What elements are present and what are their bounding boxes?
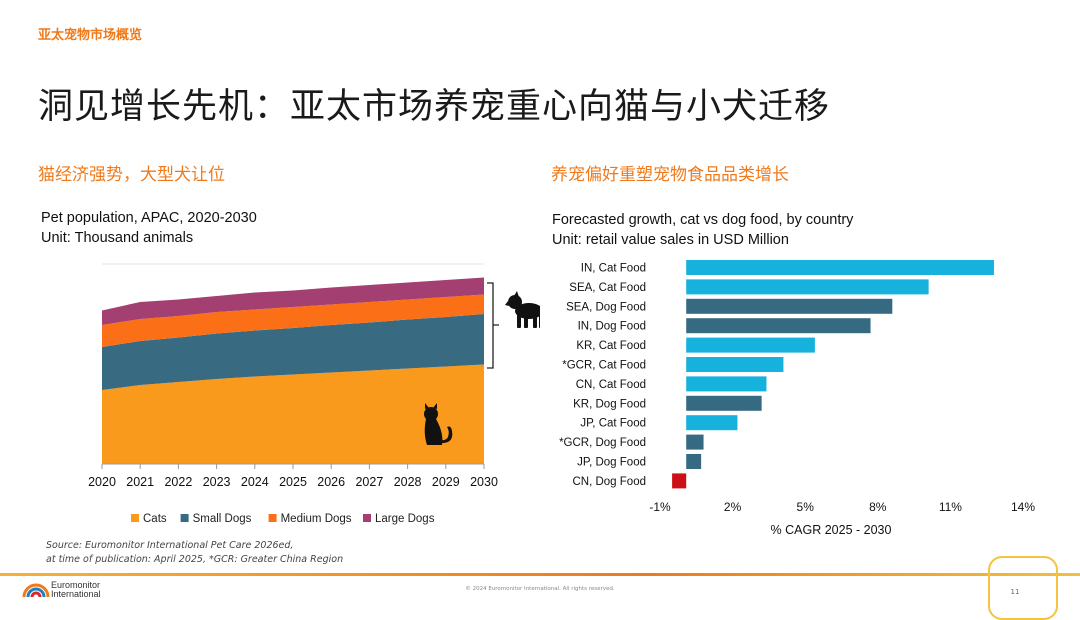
area-chart-title-line1: Pet population, APAC, 2020-2030 (41, 210, 257, 226)
bar-in-cat-food (686, 260, 994, 275)
bar-x-tick-label: 14% (1011, 500, 1035, 514)
legend-swatch (131, 514, 139, 522)
legend-label: Cats (143, 513, 167, 525)
copyright: © 2024 Euromonitor International. All ri… (465, 586, 615, 592)
logo-line1: Euromonitor (51, 580, 101, 590)
pet-population-area-chart: 2020 2021 2022 2023 2024 2025 2026 2027 2028 2029… (88, 263, 540, 525)
bar-chart-title: Forecasted growth, cat vs dog food, by c… (552, 210, 853, 250)
bar-category-label: SEA, Dog Food (566, 301, 646, 313)
bar-kr-cat-food (686, 337, 815, 353)
area-x-tick-label: 2023 (203, 475, 231, 489)
dog-bracket (487, 282, 499, 369)
area-x-tick-label: 2027 (355, 475, 383, 489)
area-x-tick-label: 2025 (279, 475, 307, 489)
bar--gcr-cat-food (686, 357, 784, 372)
source-note: Source: Euromonitor International Pet Ca… (46, 539, 343, 567)
area-series-medium-dogs (102, 294, 484, 347)
bar-cn-dog-food (672, 473, 687, 489)
legend-swatch (363, 514, 371, 522)
bar-x-tick-label: 11% (939, 500, 962, 514)
bar-chart-title-line1: Forecasted growth, cat vs dog food, by c… (552, 212, 854, 228)
area-x-tick-label: 2030 (470, 475, 498, 489)
area-chart-title: Pet population, APAC, 2020-2030 Unit: Th… (41, 208, 257, 248)
area-x-tick-label: 2026 (317, 475, 345, 489)
area-chart-title-line2: Unit: Thousand animals (41, 230, 194, 246)
bar-jp-dog-food (686, 454, 702, 469)
area-x-tick-label: 2024 (241, 475, 269, 489)
page-number: 11 (1010, 588, 1020, 596)
bar-x-axis-label: % CAGR 2025 - 2030 (771, 523, 892, 537)
left-subtitle: 猫经济强势，大型犬让位 (38, 165, 225, 185)
legend-swatch (268, 514, 277, 522)
logo-line2: International (51, 589, 101, 599)
area-x-tick-label: 2020 (88, 475, 116, 489)
bar-category-label: IN, Cat Food (581, 263, 646, 275)
dog-icon (505, 291, 540, 328)
bar-category-label: CN, Cat Food (576, 379, 646, 391)
area-x-tick-label: 2028 (394, 475, 422, 489)
area-series-small-dogs (102, 314, 484, 390)
right-subtitle: 养宠偏好重塑宠物食品品类增长 (551, 165, 789, 185)
bar-jp-cat-food (686, 415, 738, 431)
logo-text: Euromonitor International (51, 581, 101, 599)
bar-category-label: KR, Dog Food (573, 398, 646, 410)
source-line2: at time of publication: April 2025, *GCR… (46, 554, 344, 565)
bar-category-label: KR, Cat Food (576, 340, 646, 352)
footer-rule (0, 573, 1080, 576)
bar-in-dog-food (686, 318, 871, 334)
area-x-tick-label: 2022 (164, 475, 192, 489)
bar-category-label: SEA, Cat Food (569, 282, 646, 294)
area-x-tick-label: 2021 (126, 475, 154, 489)
bar-sea-cat-food (686, 279, 929, 295)
bar-x-tick-label: 2% (724, 500, 742, 514)
legend-label: Small Dogs (193, 513, 252, 525)
bar-category-label: IN, Dog Food (578, 321, 646, 333)
bar-category-label: CN, Dog Food (572, 476, 646, 488)
bar-category-label: JP, Dog Food (577, 457, 646, 469)
legend-label: Large Dogs (375, 513, 435, 525)
area-series-large-dogs (102, 277, 484, 325)
section-label: 亚太宠物市场概览 (38, 28, 143, 43)
bar-sea-dog-food (686, 298, 893, 314)
bar-category-label: JP, Cat Food (580, 418, 646, 430)
legend-label: Medium Dogs (281, 513, 352, 525)
bar-x-tick-label: -1% (649, 500, 671, 514)
bar-kr-dog-food (686, 395, 762, 411)
area-x-tick-label: 2029 (432, 475, 460, 489)
source-line1: Source: Euromonitor International Pet Ca… (46, 540, 294, 551)
page-title: 洞见增长先机：亚太市场养宠重心向猫与小犬迁移 (38, 87, 831, 127)
bar-x-tick-label: 5% (797, 500, 815, 514)
area-series-cats (102, 364, 484, 464)
food-growth-bar-chart: IN, Cat Food SEA, Cat Food SEA, Dog Food IN… (559, 260, 1035, 537)
bar-x-tick-label: 8% (869, 500, 887, 514)
euromonitor-logo-icon (22, 583, 50, 598)
bar--gcr-dog-food (686, 434, 704, 450)
legend-swatch (180, 514, 189, 522)
cat-icon (424, 403, 453, 445)
bar-category-label: *GCR, Cat Food (562, 360, 646, 372)
bar-cn-cat-food (686, 376, 767, 392)
bar-chart-title-line2: Unit: retail value sales in USD Million (552, 232, 789, 248)
bar-category-label: *GCR, Dog Food (559, 437, 646, 449)
